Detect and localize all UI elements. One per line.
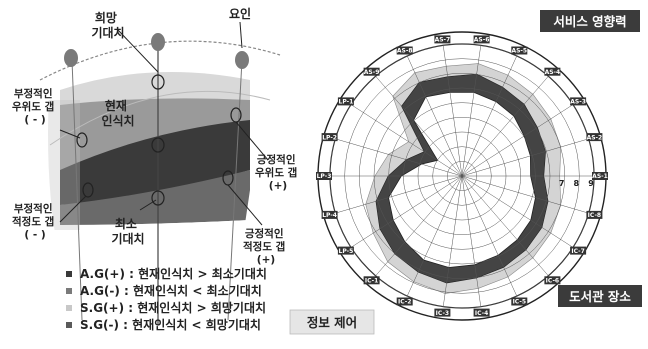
axis-label: IC-8 <box>588 212 601 219</box>
axis-label: LP-3 <box>317 173 332 180</box>
axis-label: IC-7 <box>571 248 584 255</box>
axis-label-box <box>316 172 332 180</box>
label-hope: 희망 기대치 <box>91 10 124 40</box>
axis-label-box <box>586 210 603 219</box>
axis-label: AS-7 <box>435 37 451 44</box>
axis-label-box <box>363 67 380 76</box>
label-current: 현재 인식치 <box>101 98 134 128</box>
axis-label: AS-3 <box>570 99 586 106</box>
axis-label: LP-1 <box>339 99 354 106</box>
axis-label: AS-6 <box>474 37 490 44</box>
axis-label-box <box>321 133 338 142</box>
axis-label: AS-9 <box>364 69 380 76</box>
axis-label-box <box>434 35 451 44</box>
axis-label-box <box>396 297 413 306</box>
axis-label: IC-1 <box>365 278 378 285</box>
pin-left <box>64 49 78 67</box>
svg-text:정보 제어: 정보 제어 <box>307 315 357 330</box>
axis-label: IC-6 <box>546 278 559 285</box>
axis-label: AS-4 <box>545 69 561 76</box>
axis-label-box <box>586 133 603 142</box>
scale-tick: 7 <box>559 179 565 188</box>
axis-label: LP-4 <box>322 212 337 219</box>
tag-service-impact: 서비스 영향력 <box>540 10 640 32</box>
axis-label-box <box>337 97 354 106</box>
axis-label-box <box>321 210 338 219</box>
axis-label: IC-4 <box>475 310 488 317</box>
label-minimum: 최소 기대치 <box>111 216 144 246</box>
tag-library-place: 도서관 장소 <box>558 285 642 307</box>
legend-item: S.G(-) : 현재인식치 < 희망기대치 <box>80 317 261 332</box>
axis-label: LP-2 <box>322 134 337 141</box>
vline-right <box>227 59 243 321</box>
legend-item: A.G(+) : 현재인식치 > 최소기대치 <box>80 266 267 281</box>
svg-text:도서관 장소: 도서관 장소 <box>569 289 631 304</box>
axis-label: AS-2 <box>587 134 603 141</box>
axis-label: IC-5 <box>513 299 526 306</box>
scale-tick: 8 <box>574 179 580 188</box>
svg-text:서비스 영향력: 서비스 영향력 <box>553 14 626 29</box>
legend-swatch <box>66 271 72 277</box>
axis-label: AS-8 <box>397 48 413 55</box>
label-neg-superiority: 부정적인 적정도 갭 ( - ) <box>12 202 58 241</box>
band-sg-minus <box>60 170 250 225</box>
axis-label-box <box>544 67 561 76</box>
label-neg-adequacy: 부정적인 우위도 갭 ( - ) <box>12 87 58 126</box>
label-pos-superiority: 긍정적인 적정도 갭 (+) <box>243 227 289 266</box>
axis-label-box <box>570 246 587 255</box>
axis-label-box <box>592 172 608 180</box>
axis-label: LP-5 <box>339 248 354 255</box>
axis-label: AS-1 <box>592 173 608 180</box>
legend-item: A.G(-) : 현재인식치 < 최소기대치 <box>80 283 262 298</box>
gap-diagram: 희망 기대치 요인 부정적인 우위도 갭 ( - ) 현재 인식치 긍정적인 우… <box>12 6 301 332</box>
axis-label-box <box>473 308 490 317</box>
axis-label-box <box>473 35 490 44</box>
axis-label-box <box>434 308 451 317</box>
axis-label-box <box>544 276 561 285</box>
legend-item: S.G(+) : 현재인식치 > 희망기대치 <box>80 300 266 315</box>
axis-label-box <box>337 246 354 255</box>
scale-tick: 9 <box>588 179 594 188</box>
tag-info-control: 정보 제어 <box>289 309 375 335</box>
axis-label-box <box>511 46 528 55</box>
axis-label: AS-5 <box>511 48 527 55</box>
axis-label-box <box>570 97 587 106</box>
label-factor: 요인 <box>229 6 251 21</box>
legend-swatch <box>66 322 72 328</box>
legend-swatch <box>66 288 72 294</box>
axis-label: IC-3 <box>436 310 449 317</box>
legend-swatch <box>66 305 72 311</box>
axis-label-box <box>511 297 528 306</box>
radar-chart: AS-1 AS-2 AS-3 AS-4 AS-5 AS-6 AS-7 AS-8 AS-9 LP-1… <box>316 31 608 321</box>
legend: A.G(+) : 현재인식치 > 최소기대치 A.G(-) : 현재인식치 < 최… <box>66 266 267 332</box>
pin-right <box>235 51 249 69</box>
axis-label: IC-2 <box>398 299 411 306</box>
pin-center <box>151 33 165 51</box>
axis-label-box <box>396 46 413 55</box>
band-ag-plus <box>60 120 250 205</box>
label-pos-adequacy: 긍정적인 우위도 갭 (+) <box>255 153 301 192</box>
axis-label-box <box>363 276 380 285</box>
vline-left <box>71 59 83 321</box>
